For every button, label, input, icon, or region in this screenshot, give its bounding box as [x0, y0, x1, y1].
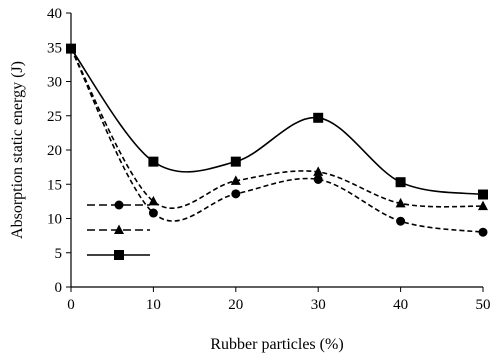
- legend-marker-triangle: [114, 224, 124, 234]
- axes: 0 5 10 15 20 25 30 35 40 0 10 20 30 40 50: [47, 6, 491, 313]
- data-point-square: [313, 112, 324, 123]
- x-tick-label: 40: [393, 297, 408, 313]
- plot-area: [66, 43, 488, 237]
- legend-marker-circle: [114, 200, 124, 210]
- x-axis-title: Rubber particles (%): [210, 336, 343, 353]
- y-tick-label: 0: [55, 280, 63, 296]
- series-circle: [66, 44, 488, 237]
- legend-entry-square: [87, 250, 150, 260]
- data-point-circle: [478, 227, 488, 237]
- y-tick-label: 30: [47, 75, 62, 91]
- x-tick-label: 20: [228, 297, 243, 313]
- y-tick-label: 40: [47, 6, 62, 22]
- data-point-circle: [396, 216, 406, 226]
- y-tick-label: 5: [55, 246, 63, 262]
- data-point-triangle: [478, 200, 488, 211]
- y-axis-title: Absorption static energy (J): [9, 61, 26, 239]
- data-point-triangle: [395, 197, 406, 208]
- data-point-square: [230, 156, 241, 167]
- y-tick-label: 10: [47, 212, 62, 228]
- y-tick-label: 35: [47, 40, 62, 56]
- series-line-circle: [70, 48, 484, 233]
- legend: [87, 200, 150, 260]
- data-point-triangle: [313, 166, 324, 176]
- x-tick-label: 10: [146, 297, 161, 313]
- series-line-triangle: [70, 48, 484, 209]
- data-point-square: [478, 189, 488, 200]
- series-triangle: [66, 43, 488, 211]
- series-square: [66, 43, 488, 200]
- legend-marker-square: [114, 250, 124, 260]
- legend-entry-triangle: [87, 224, 150, 234]
- y-tick-label: 15: [47, 177, 62, 193]
- data-point-triangle: [230, 175, 241, 185]
- data-point-circle: [231, 189, 241, 199]
- data-point-square: [395, 177, 406, 188]
- x-tick-label: 0: [67, 297, 75, 313]
- data-point-circle: [148, 208, 158, 218]
- x-tick-label: 50: [476, 297, 491, 313]
- data-point-triangle: [148, 195, 159, 206]
- data-point-circle: [313, 174, 323, 184]
- x-tick-label: 30: [311, 297, 326, 313]
- y-tick-label: 25: [47, 109, 62, 125]
- legend-entry-circle: [87, 200, 150, 210]
- y-tick-label: 20: [47, 143, 62, 159]
- data-point-square: [148, 156, 159, 167]
